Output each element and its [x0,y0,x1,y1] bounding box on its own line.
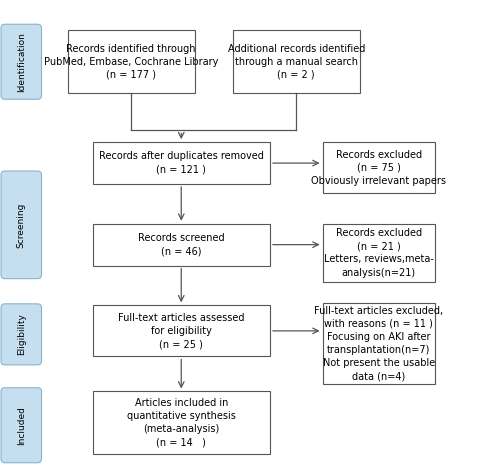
Text: Articles included in
quantitative synthesis
(meta-analysis)
(n = 14   ): Articles included in quantitative synthe… [127,398,236,448]
Text: Records excluded
(n = 21 )
Letters, reviews,meta-
analysis(n=21): Records excluded (n = 21 ) Letters, revi… [324,228,434,278]
FancyBboxPatch shape [92,391,270,454]
Text: Full-text articles assessed
for eligibility
(n = 25 ): Full-text articles assessed for eligibil… [118,313,244,349]
FancyBboxPatch shape [322,303,435,384]
FancyBboxPatch shape [1,171,42,279]
FancyBboxPatch shape [92,142,270,184]
Text: Records identified through
PubMed, Embase, Cochrane Library
(n = 177 ): Records identified through PubMed, Embas… [44,43,218,80]
Text: Additional records identified
through a manual search
(n = 2 ): Additional records identified through a … [228,43,365,80]
FancyBboxPatch shape [92,305,270,356]
FancyBboxPatch shape [232,30,360,93]
FancyBboxPatch shape [68,30,195,93]
Text: Included: Included [17,406,26,445]
Text: Records screened
(n = 46): Records screened (n = 46) [138,233,224,256]
Text: Identification: Identification [17,32,26,92]
FancyBboxPatch shape [1,24,42,99]
Text: Screening: Screening [17,202,26,247]
Text: Records excluded
(n = 75 )
Obviously irrelevant papers: Records excluded (n = 75 ) Obviously irr… [312,150,446,186]
Text: Records after duplicates removed
(n = 121 ): Records after duplicates removed (n = 12… [99,151,264,175]
FancyBboxPatch shape [1,388,42,463]
Text: Full-text articles excluded,
with reasons (n = 11 )
Focusing on AKI after
transp: Full-text articles excluded, with reason… [314,306,444,382]
FancyBboxPatch shape [322,142,435,193]
FancyBboxPatch shape [1,304,42,365]
FancyBboxPatch shape [322,224,435,282]
FancyBboxPatch shape [92,224,270,266]
Text: Eligibility: Eligibility [17,314,26,355]
